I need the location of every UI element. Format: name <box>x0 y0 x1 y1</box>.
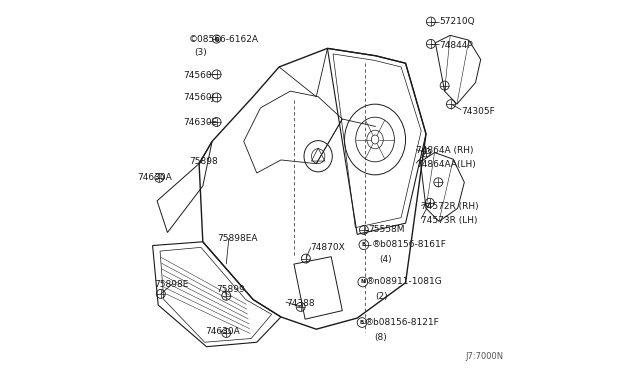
Text: 74560J: 74560J <box>184 93 215 102</box>
Text: 74844P: 74844P <box>439 41 473 50</box>
Text: N: N <box>360 279 365 285</box>
Text: (2): (2) <box>375 292 388 301</box>
Text: 74864AA(LH): 74864AA(LH) <box>416 160 476 169</box>
Text: 75898: 75898 <box>189 157 218 166</box>
Text: 74305F: 74305F <box>461 107 495 116</box>
Text: ©08566-6162A: ©08566-6162A <box>189 35 259 44</box>
Text: 74572R (RH): 74572R (RH) <box>421 202 479 211</box>
Text: S: S <box>214 36 219 42</box>
Text: 57210Q: 57210Q <box>439 17 475 26</box>
Text: ®b08156-8121F: ®b08156-8121F <box>365 318 440 327</box>
Text: 74864A (RH): 74864A (RH) <box>416 146 474 155</box>
Text: 74560: 74560 <box>184 71 212 80</box>
Text: 75898EA: 75898EA <box>218 234 258 243</box>
Text: 74388: 74388 <box>286 299 314 308</box>
Text: 74630A: 74630A <box>205 327 240 336</box>
Text: ®n08911-1081G: ®n08911-1081G <box>365 278 442 286</box>
Text: 75898E: 75898E <box>154 280 189 289</box>
Text: 74630A: 74630A <box>137 173 172 182</box>
Text: (3): (3) <box>195 48 207 57</box>
Text: 75899: 75899 <box>216 285 245 294</box>
Text: J7:7000N: J7:7000N <box>466 352 504 361</box>
Text: (8): (8) <box>374 333 387 342</box>
Text: ®b08156-8161F: ®b08156-8161F <box>371 240 446 249</box>
Text: 75558M: 75558M <box>369 225 405 234</box>
Text: B: B <box>360 320 364 325</box>
Text: 74870X: 74870X <box>310 243 346 252</box>
Text: 74630E: 74630E <box>184 118 218 126</box>
Text: (4): (4) <box>380 255 392 264</box>
Text: 74573R (LH): 74573R (LH) <box>421 216 477 225</box>
Text: B: B <box>362 242 366 247</box>
